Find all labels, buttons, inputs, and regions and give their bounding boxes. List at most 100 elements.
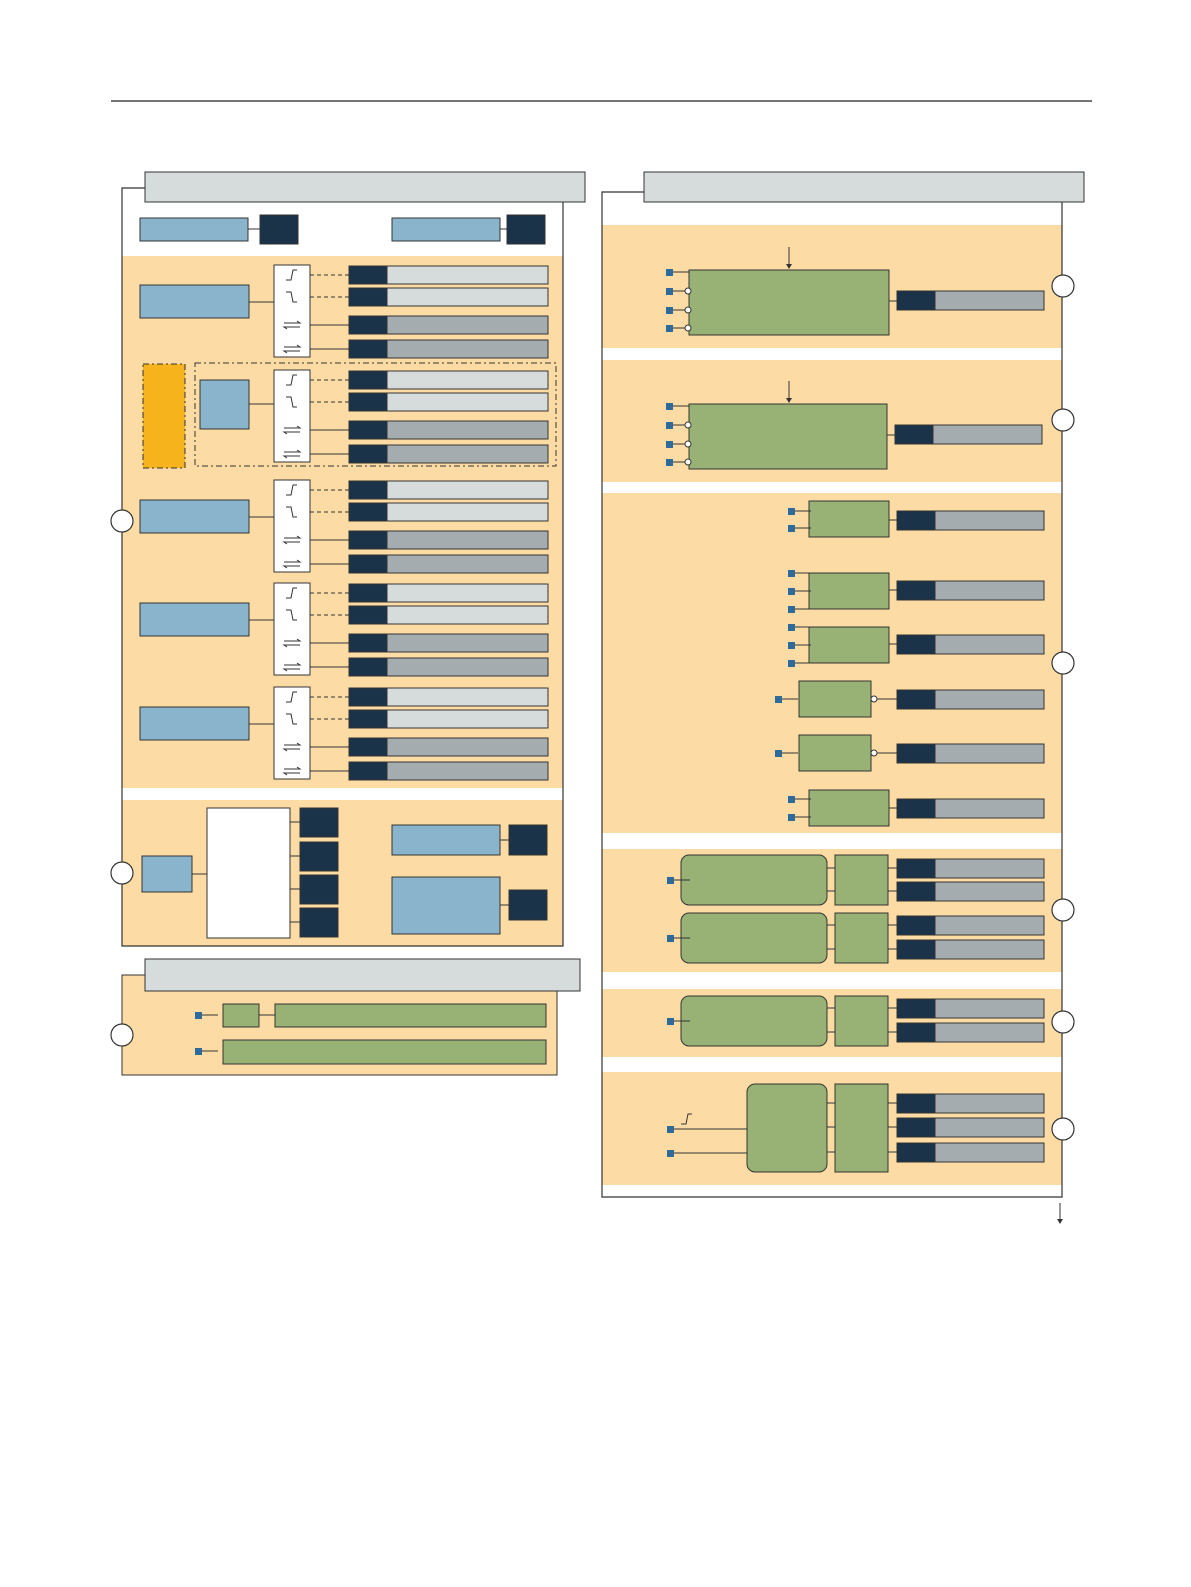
input-square bbox=[667, 935, 674, 942]
input-square bbox=[195, 1048, 202, 1055]
channel-label bbox=[386, 709, 549, 729]
channel-label bbox=[386, 605, 549, 625]
channel-id bbox=[348, 502, 388, 522]
input-square bbox=[788, 570, 795, 577]
input-square bbox=[788, 508, 795, 515]
mux-block bbox=[834, 854, 889, 906]
channel-id bbox=[348, 709, 388, 729]
channel-id bbox=[348, 370, 388, 390]
invert bbox=[870, 749, 878, 757]
output-id bbox=[896, 1142, 936, 1163]
output-id bbox=[896, 290, 936, 311]
output-label bbox=[932, 424, 1043, 445]
input-square bbox=[666, 422, 673, 429]
input-square bbox=[666, 403, 673, 410]
edge-icon bbox=[286, 269, 297, 281]
output-label bbox=[934, 939, 1045, 960]
channel-label bbox=[386, 761, 549, 781]
channel-id bbox=[348, 287, 388, 307]
edge-icon bbox=[286, 484, 297, 496]
output-id bbox=[896, 858, 936, 879]
switch-box bbox=[273, 686, 311, 780]
hub-box bbox=[141, 855, 193, 893]
dashed-group bbox=[194, 362, 557, 467]
exchange-icon bbox=[282, 320, 302, 330]
input-square bbox=[195, 1012, 202, 1019]
rounded-block bbox=[680, 854, 828, 906]
io-box bbox=[391, 876, 501, 935]
channel-label bbox=[386, 370, 549, 390]
channel-label bbox=[386, 444, 549, 464]
output-id bbox=[896, 998, 936, 1019]
channel-label bbox=[386, 265, 549, 285]
input-square bbox=[666, 269, 673, 276]
lower-header bbox=[144, 958, 581, 992]
channel-label bbox=[386, 502, 549, 522]
output-id bbox=[896, 1022, 936, 1043]
module-box bbox=[199, 379, 250, 430]
port-id bbox=[299, 907, 339, 938]
io-box bbox=[391, 217, 501, 242]
channel-label bbox=[386, 687, 549, 707]
channel-id bbox=[348, 657, 388, 677]
channel-id bbox=[348, 392, 388, 412]
channel-id bbox=[348, 420, 388, 440]
output-id bbox=[896, 881, 936, 902]
mux-block bbox=[834, 912, 889, 964]
channel-label bbox=[386, 554, 549, 574]
port-id bbox=[299, 807, 339, 838]
right-header bbox=[643, 171, 1085, 203]
output-label bbox=[934, 1093, 1045, 1114]
output-label bbox=[934, 858, 1045, 879]
right-frame bbox=[601, 191, 1063, 1198]
channel-label bbox=[386, 315, 549, 335]
channel-id bbox=[348, 761, 388, 781]
callout bbox=[1051, 408, 1075, 432]
exchange-icon bbox=[282, 559, 302, 569]
gate-block bbox=[808, 500, 890, 538]
io-id bbox=[508, 824, 548, 856]
exchange-icon bbox=[282, 766, 302, 776]
callout bbox=[1051, 898, 1075, 922]
switch-box bbox=[273, 582, 311, 676]
gate-block bbox=[798, 734, 872, 772]
exchange-icon bbox=[282, 344, 302, 354]
mux-block bbox=[834, 1083, 889, 1173]
output-label bbox=[934, 798, 1045, 819]
invert bbox=[684, 421, 692, 429]
output-label bbox=[934, 1142, 1045, 1163]
module-box bbox=[139, 284, 250, 319]
output-id bbox=[896, 915, 936, 936]
aux-module bbox=[142, 363, 186, 469]
callout bbox=[110, 861, 134, 885]
output-id bbox=[896, 634, 936, 655]
channel-label bbox=[386, 737, 549, 757]
exchange-icon bbox=[282, 535, 302, 545]
input-square bbox=[775, 696, 782, 703]
channel-id bbox=[348, 315, 388, 335]
invert bbox=[684, 324, 692, 332]
input-square bbox=[666, 441, 673, 448]
io-box bbox=[391, 824, 501, 856]
io-id bbox=[506, 214, 546, 245]
gate-block bbox=[808, 789, 890, 827]
input-square bbox=[788, 660, 795, 667]
edge-icon bbox=[286, 691, 297, 703]
output-label bbox=[934, 634, 1045, 655]
channel-id bbox=[348, 530, 388, 550]
channel-label bbox=[386, 633, 549, 653]
input-square bbox=[788, 796, 795, 803]
invert bbox=[684, 458, 692, 466]
callout bbox=[1051, 1117, 1075, 1141]
output-label bbox=[934, 1117, 1045, 1138]
port-id bbox=[299, 841, 339, 872]
output-id bbox=[896, 939, 936, 960]
output-label bbox=[934, 689, 1045, 710]
output-id bbox=[896, 510, 936, 531]
exchange-icon bbox=[282, 425, 302, 435]
function-block bbox=[688, 269, 890, 336]
logic-bar bbox=[274, 1003, 547, 1028]
input-square bbox=[788, 624, 795, 631]
edge-icon bbox=[286, 609, 297, 621]
